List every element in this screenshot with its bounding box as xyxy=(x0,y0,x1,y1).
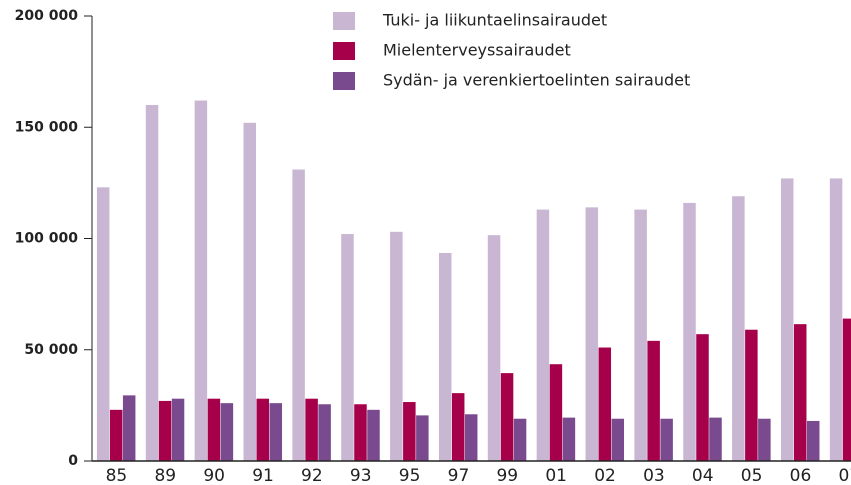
bar xyxy=(660,418,673,461)
bar xyxy=(318,404,331,461)
bar xyxy=(683,202,696,461)
bar xyxy=(598,347,612,461)
bar xyxy=(464,414,478,461)
x-tick-label: 04 xyxy=(692,466,714,485)
x-tick-label: 01 xyxy=(545,466,567,485)
x-tick-label: 99 xyxy=(496,466,518,485)
bar xyxy=(634,209,647,461)
bar xyxy=(487,235,501,461)
bar xyxy=(269,403,283,461)
bar xyxy=(696,334,709,461)
bar xyxy=(158,400,172,461)
bar xyxy=(171,398,185,461)
bar xyxy=(829,178,843,462)
bar xyxy=(305,398,318,461)
x-tick-label: 89 xyxy=(154,466,176,485)
y-tick-label: 50 000 xyxy=(24,342,78,358)
legend-swatch xyxy=(333,12,355,30)
bar xyxy=(96,187,110,461)
x-tick-label: 05 xyxy=(741,466,763,485)
x-tick-label: 03 xyxy=(643,466,665,485)
bar xyxy=(842,318,851,461)
bar xyxy=(194,100,208,462)
bar xyxy=(758,418,771,461)
bar xyxy=(438,252,452,461)
legend-swatch xyxy=(333,72,355,90)
bar xyxy=(354,404,367,461)
legend-label: Mielenterveyssairaudet xyxy=(383,41,571,60)
bar xyxy=(220,403,234,461)
x-tick-label: 95 xyxy=(399,466,421,485)
bar xyxy=(780,178,794,462)
bar xyxy=(549,364,563,461)
legend-label: Tuki- ja liikuntaelinsairaudet xyxy=(382,11,607,30)
bar xyxy=(451,393,465,461)
bar xyxy=(806,420,820,461)
bar xyxy=(611,418,625,461)
y-tick-label: 100 000 xyxy=(15,231,79,247)
bar xyxy=(732,196,745,461)
x-tick-label: 91 xyxy=(252,466,274,485)
bar xyxy=(562,417,576,461)
bar xyxy=(243,122,257,462)
legend-swatch xyxy=(333,42,355,60)
bar xyxy=(500,373,514,461)
bar xyxy=(390,231,403,461)
bar xyxy=(122,395,136,461)
x-tick-label: 07 xyxy=(839,466,851,485)
x-tick-label: 93 xyxy=(350,466,372,485)
bar xyxy=(292,169,305,461)
bar xyxy=(585,207,599,461)
bar xyxy=(745,329,758,461)
bar xyxy=(256,398,270,461)
x-tick-label: 92 xyxy=(301,466,323,485)
bar xyxy=(647,340,660,461)
bar xyxy=(341,234,354,461)
bar xyxy=(709,417,722,461)
x-tick-label: 06 xyxy=(790,466,812,485)
y-tick-label: 150 000 xyxy=(15,119,79,135)
bar xyxy=(416,415,429,461)
bar xyxy=(403,402,416,461)
legend-label: Sydän- ja verenkiertoelinten sairaudet xyxy=(383,71,690,90)
bar xyxy=(207,398,221,461)
bar xyxy=(793,324,807,461)
bar xyxy=(145,105,159,461)
x-tick-label: 85 xyxy=(106,466,128,485)
x-tick-label: 90 xyxy=(203,466,225,485)
y-tick-label: 200 000 xyxy=(15,8,79,24)
x-tick-label: 97 xyxy=(448,466,470,485)
bar xyxy=(513,418,527,461)
bar xyxy=(536,209,550,461)
y-tick-label: 0 xyxy=(68,453,78,469)
bar xyxy=(109,409,123,461)
bar xyxy=(367,409,380,461)
x-tick-label: 02 xyxy=(594,466,616,485)
